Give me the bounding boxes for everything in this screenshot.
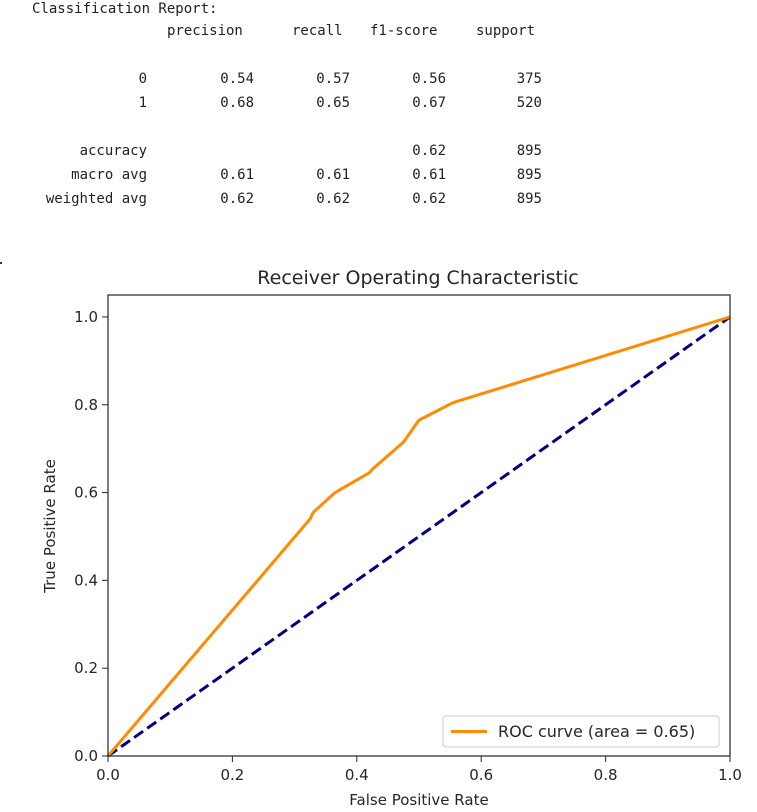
cell-recall: 0.61: [316, 167, 350, 183]
cell-precision: 0.62: [220, 191, 254, 207]
output-marker: [0, 262, 2, 264]
cell-recall: 0.62: [316, 191, 350, 207]
cell-f1-score: 0.62: [412, 143, 446, 159]
y-tick-label: 0.0: [74, 747, 98, 765]
column-header-recall: recall: [292, 23, 343, 39]
cell-precision: 0.61: [220, 167, 254, 183]
y-tick-label: 0.6: [74, 484, 98, 502]
cell-support: 895: [516, 167, 542, 183]
cell-support: 520: [516, 95, 542, 111]
cell-f1-score: 0.56: [412, 71, 446, 87]
cell-support: 375: [516, 71, 542, 87]
row-label: 0: [138, 71, 147, 87]
y-tick-label: 0.8: [74, 396, 98, 414]
legend-box: [442, 715, 720, 748]
x-tick-label: 1.0: [718, 766, 742, 784]
plot-frame: [107, 294, 731, 757]
row-label: accuracy: [79, 143, 147, 159]
cell-support: 895: [516, 143, 542, 159]
report-heading: Classification Report:: [32, 1, 218, 17]
roc-curve-line: [106, 315, 731, 757]
y-tick-label: 1.0: [74, 308, 98, 326]
cell-f1-score: 0.67: [412, 95, 446, 111]
cell-f1-score: 0.62: [412, 191, 446, 207]
row-label: macro avg: [71, 167, 147, 183]
y-tick-label: 0.2: [74, 659, 98, 677]
cell-support: 895: [516, 191, 542, 207]
chance-diagonal-line: [107, 315, 731, 758]
column-header-support: support: [476, 23, 536, 39]
x-axis-label: False Positive Rate: [349, 791, 488, 809]
legend-label: ROC curve (area = 0.65): [498, 722, 695, 741]
cell-f1-score: 0.61: [412, 167, 446, 183]
x-tick-label: 0.4: [345, 766, 369, 784]
legend: ROC curve (area = 0.65): [442, 715, 720, 748]
column-header-precision: precision: [167, 23, 243, 39]
y-axis: 0.0 0.2 0.4 0.6 0.8 1.0: [74, 308, 108, 765]
x-tick-label: 0.6: [469, 766, 493, 784]
x-tick-label: 0.2: [220, 766, 244, 784]
cell-precision: 0.54: [220, 71, 254, 87]
cell-precision: 0.68: [220, 95, 254, 111]
x-tick-label: 0.8: [594, 766, 618, 784]
chart-title: Receiver Operating Characteristic: [257, 267, 578, 289]
y-tick-label: 0.4: [74, 571, 98, 589]
plot-area: [106, 315, 731, 758]
row-label: 1: [138, 95, 147, 111]
column-header-f1-score: f1-score: [370, 23, 438, 39]
classification-report: Classification Report: precision recall …: [0, 0, 757, 230]
y-axis-label: True Positive Rate: [41, 459, 59, 594]
x-axis: 0.0 0.2 0.4 0.6 0.8 1.0: [96, 756, 742, 784]
cell-recall: 0.65: [316, 95, 350, 111]
x-tick-label: 0.0: [96, 766, 120, 784]
row-label: weighted avg: [45, 191, 147, 207]
cell-recall: 0.57: [316, 71, 350, 87]
